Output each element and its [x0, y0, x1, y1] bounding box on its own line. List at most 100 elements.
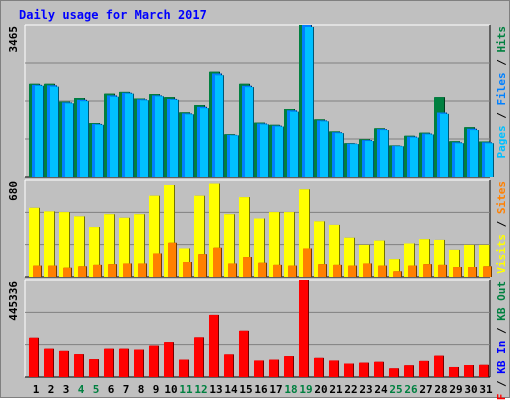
bar-sites [438, 264, 446, 277]
bar-pages [140, 100, 148, 177]
bar-visits [29, 207, 39, 277]
bar-kb-f [119, 348, 128, 377]
legend-separator: / [495, 106, 508, 126]
bar-sites [33, 265, 41, 277]
bar-kb-f [209, 314, 218, 377]
x-tick-label: 29 [449, 383, 462, 396]
bar-sites [303, 248, 311, 277]
bar-pages [185, 114, 193, 177]
bar-visits [359, 244, 369, 277]
middle-ymax-label: 680 [7, 181, 20, 201]
x-tick-label: 25 [389, 383, 402, 396]
bar-pages [155, 96, 163, 177]
bar-pages [170, 99, 178, 177]
bar-sites [63, 267, 71, 277]
bar-sites [393, 271, 401, 277]
bar-pages [275, 126, 283, 177]
bar-pages [65, 103, 73, 177]
bar-pages [110, 96, 118, 177]
bar-pages [410, 137, 418, 177]
bar-visits [314, 221, 324, 277]
bar-sites [408, 265, 416, 277]
bar-visits [104, 214, 114, 277]
bar-kb-f [194, 337, 203, 377]
bar-sites [198, 254, 206, 277]
bottom-panel: 445336 KB F / KB In / KB Out [7, 279, 508, 400]
bar-sites [168, 242, 176, 277]
bar-kb-f [389, 368, 398, 377]
chart-title: Daily usage for March 2017 [19, 8, 207, 22]
bar-kb-f [284, 356, 293, 377]
x-tick-label: 15 [239, 383, 252, 396]
bar-visits [419, 239, 429, 277]
x-tick-label: 19 [299, 383, 312, 396]
bar-kb-f [314, 357, 323, 377]
x-tick-label: 30 [464, 383, 477, 396]
bar-visits [404, 243, 414, 277]
bar-pages [440, 113, 448, 177]
legend-entry: KB F [495, 394, 508, 400]
legend-entry: KB In [495, 341, 508, 374]
x-tick-label: 27 [419, 383, 432, 396]
bar-sites [363, 263, 371, 277]
bar-visits [149, 195, 159, 277]
bar-pages [95, 124, 103, 177]
bar-kb-f [419, 360, 428, 377]
x-tick-label: 23 [359, 383, 372, 396]
bar-visits [344, 237, 354, 277]
x-tick-label: 13 [209, 383, 222, 396]
bar-visits [254, 218, 264, 277]
bar-sites [243, 257, 251, 277]
bar-sites [333, 264, 341, 277]
x-tick-label: 11 [179, 383, 193, 396]
bar-sites [468, 267, 476, 277]
x-tick-label: 26 [404, 383, 418, 396]
bar-visits [329, 224, 339, 277]
bar-sites [423, 264, 431, 277]
bar-visits [164, 184, 174, 277]
bar-pages [35, 85, 43, 177]
bar-sites [108, 264, 116, 277]
x-tick-label: 2 [48, 383, 55, 396]
bar-pages [335, 133, 343, 177]
bar-visits [389, 259, 399, 277]
bar-kb-f [464, 365, 473, 377]
bar-visits [209, 183, 219, 277]
bar-pages [305, 26, 313, 177]
middle-legend: Visits / Sites [495, 181, 508, 274]
bar-kb-f [239, 330, 248, 377]
bar-visits [74, 216, 84, 277]
bar-kb-f [479, 364, 488, 377]
bar-pages [260, 124, 268, 177]
bar-sites [123, 263, 131, 277]
x-tick-label: 31 [479, 383, 493, 396]
bar-kb-f [434, 355, 443, 377]
bar-pages [455, 143, 463, 177]
bar-sites [93, 264, 101, 277]
bar-pages [470, 130, 478, 177]
bottom-legend: KB F / KB In / KB Out [495, 281, 508, 400]
bar-sites [318, 264, 326, 277]
bar-pages [290, 111, 298, 177]
x-tick-label: 18 [284, 383, 297, 396]
bar-pages [380, 130, 388, 177]
bar-sites [453, 267, 461, 277]
bar-pages [230, 135, 238, 177]
bar-kb-f [179, 359, 188, 377]
bottom-ymax-label: 445336 [7, 281, 20, 321]
bar-visits [89, 227, 99, 277]
bar-pages [200, 108, 208, 177]
bar-visits [134, 214, 144, 277]
bar-kb-f [374, 361, 383, 377]
bar-pages [485, 143, 493, 177]
x-tick-label: 9 [153, 383, 160, 396]
x-tick-label: 14 [224, 383, 238, 396]
legend-separator: / [495, 53, 508, 73]
x-tick-label: 10 [164, 383, 177, 396]
bar-kb-f [134, 349, 143, 377]
bar-visits [434, 239, 444, 277]
bar-pages [80, 101, 88, 177]
bar-kb-f [254, 360, 263, 377]
bar-kb-f [299, 280, 308, 377]
